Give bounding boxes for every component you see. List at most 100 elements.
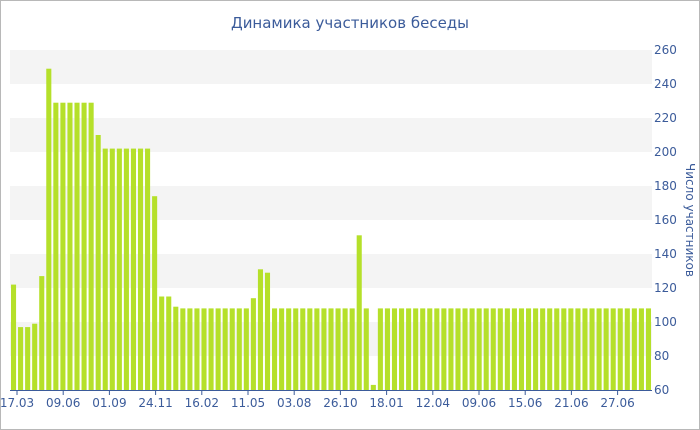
bar <box>370 384 376 390</box>
bar <box>624 308 630 390</box>
bar <box>469 308 475 390</box>
bar <box>95 135 101 390</box>
bar <box>250 298 256 390</box>
bar <box>264 272 271 390</box>
x-tick-label: 16.02 <box>185 396 219 410</box>
bar <box>384 308 390 390</box>
bar <box>349 308 355 390</box>
x-tick-label: 18.01 <box>369 396 403 410</box>
bar <box>272 308 278 390</box>
bar <box>518 308 525 390</box>
bar <box>81 102 87 390</box>
bar <box>60 102 66 390</box>
bar <box>279 308 285 390</box>
y-tick-label: 140 <box>654 247 677 261</box>
bar <box>300 308 306 390</box>
bar <box>434 308 440 390</box>
bar <box>617 308 623 390</box>
bar <box>441 308 447 390</box>
bar <box>476 308 482 390</box>
bar <box>342 308 348 390</box>
bar <box>166 296 172 390</box>
bar <box>236 308 242 390</box>
bar <box>286 308 292 390</box>
bar <box>448 308 454 390</box>
bar <box>194 308 200 390</box>
x-tick-label: 12.04 <box>416 396 450 410</box>
x-tick-label: 11.05 <box>231 396 265 410</box>
bar <box>638 308 644 390</box>
bar <box>455 308 461 390</box>
x-tick-label: 15.06 <box>508 396 542 410</box>
x-tick-label: 27.06 <box>600 396 634 410</box>
bar <box>399 308 405 390</box>
y-tick-label: 260 <box>654 43 677 57</box>
bar <box>67 102 73 390</box>
grid-band <box>10 118 652 152</box>
bar <box>525 308 532 390</box>
bar <box>145 148 151 390</box>
bar <box>483 308 489 390</box>
bar <box>46 68 52 390</box>
bar <box>293 308 299 390</box>
y-tick-label: 160 <box>654 213 677 227</box>
grid-band <box>10 50 652 84</box>
bar <box>159 296 165 390</box>
chart-title: Динамика участников беседы <box>230 14 470 32</box>
bar <box>406 308 412 390</box>
bar <box>511 308 517 390</box>
bar <box>10 284 17 390</box>
bar <box>596 308 602 390</box>
y-tick-label: 100 <box>654 315 677 329</box>
y-tick-label: 220 <box>654 111 677 125</box>
x-tick-label: 09.06 <box>462 396 496 410</box>
bar <box>645 308 652 390</box>
bar <box>32 323 38 390</box>
bar <box>582 308 588 390</box>
bar <box>201 308 207 390</box>
bar <box>116 148 122 390</box>
y-tick-label: 180 <box>654 179 677 193</box>
bar <box>427 308 433 390</box>
bar <box>540 308 546 390</box>
bar <box>497 308 503 390</box>
y-tick-label: 80 <box>654 349 669 363</box>
x-tick-label: 03.08 <box>277 396 311 410</box>
bar <box>123 148 129 390</box>
bar <box>53 102 59 390</box>
bar <box>314 308 320 390</box>
bar <box>391 308 398 390</box>
bar <box>321 308 327 390</box>
bar <box>222 308 228 390</box>
bar <box>243 308 249 390</box>
bar <box>74 102 80 390</box>
bar <box>610 308 616 390</box>
bar <box>328 308 334 390</box>
bar <box>589 308 595 390</box>
bar <box>575 308 581 390</box>
bar <box>335 308 341 390</box>
y-tick-label: 120 <box>654 281 677 295</box>
bar <box>547 308 553 390</box>
bar <box>152 196 158 390</box>
bar <box>18 327 24 390</box>
bar <box>88 102 94 390</box>
bar <box>180 308 186 390</box>
y-tick-label: 200 <box>654 145 677 159</box>
x-tick-label: 21.06 <box>554 396 588 410</box>
bar <box>420 308 426 390</box>
bar <box>208 308 214 390</box>
bar <box>173 306 179 390</box>
bar <box>25 327 31 390</box>
bar <box>554 308 560 390</box>
y-tick-label: 60 <box>654 383 669 397</box>
bar <box>137 148 144 390</box>
bar <box>307 308 313 390</box>
bar <box>187 308 193 390</box>
bar <box>229 308 235 390</box>
bar <box>568 308 574 390</box>
x-tick-label: 09.06 <box>46 396 80 410</box>
bar <box>377 308 383 390</box>
x-tick-label: 01.09 <box>92 396 126 410</box>
